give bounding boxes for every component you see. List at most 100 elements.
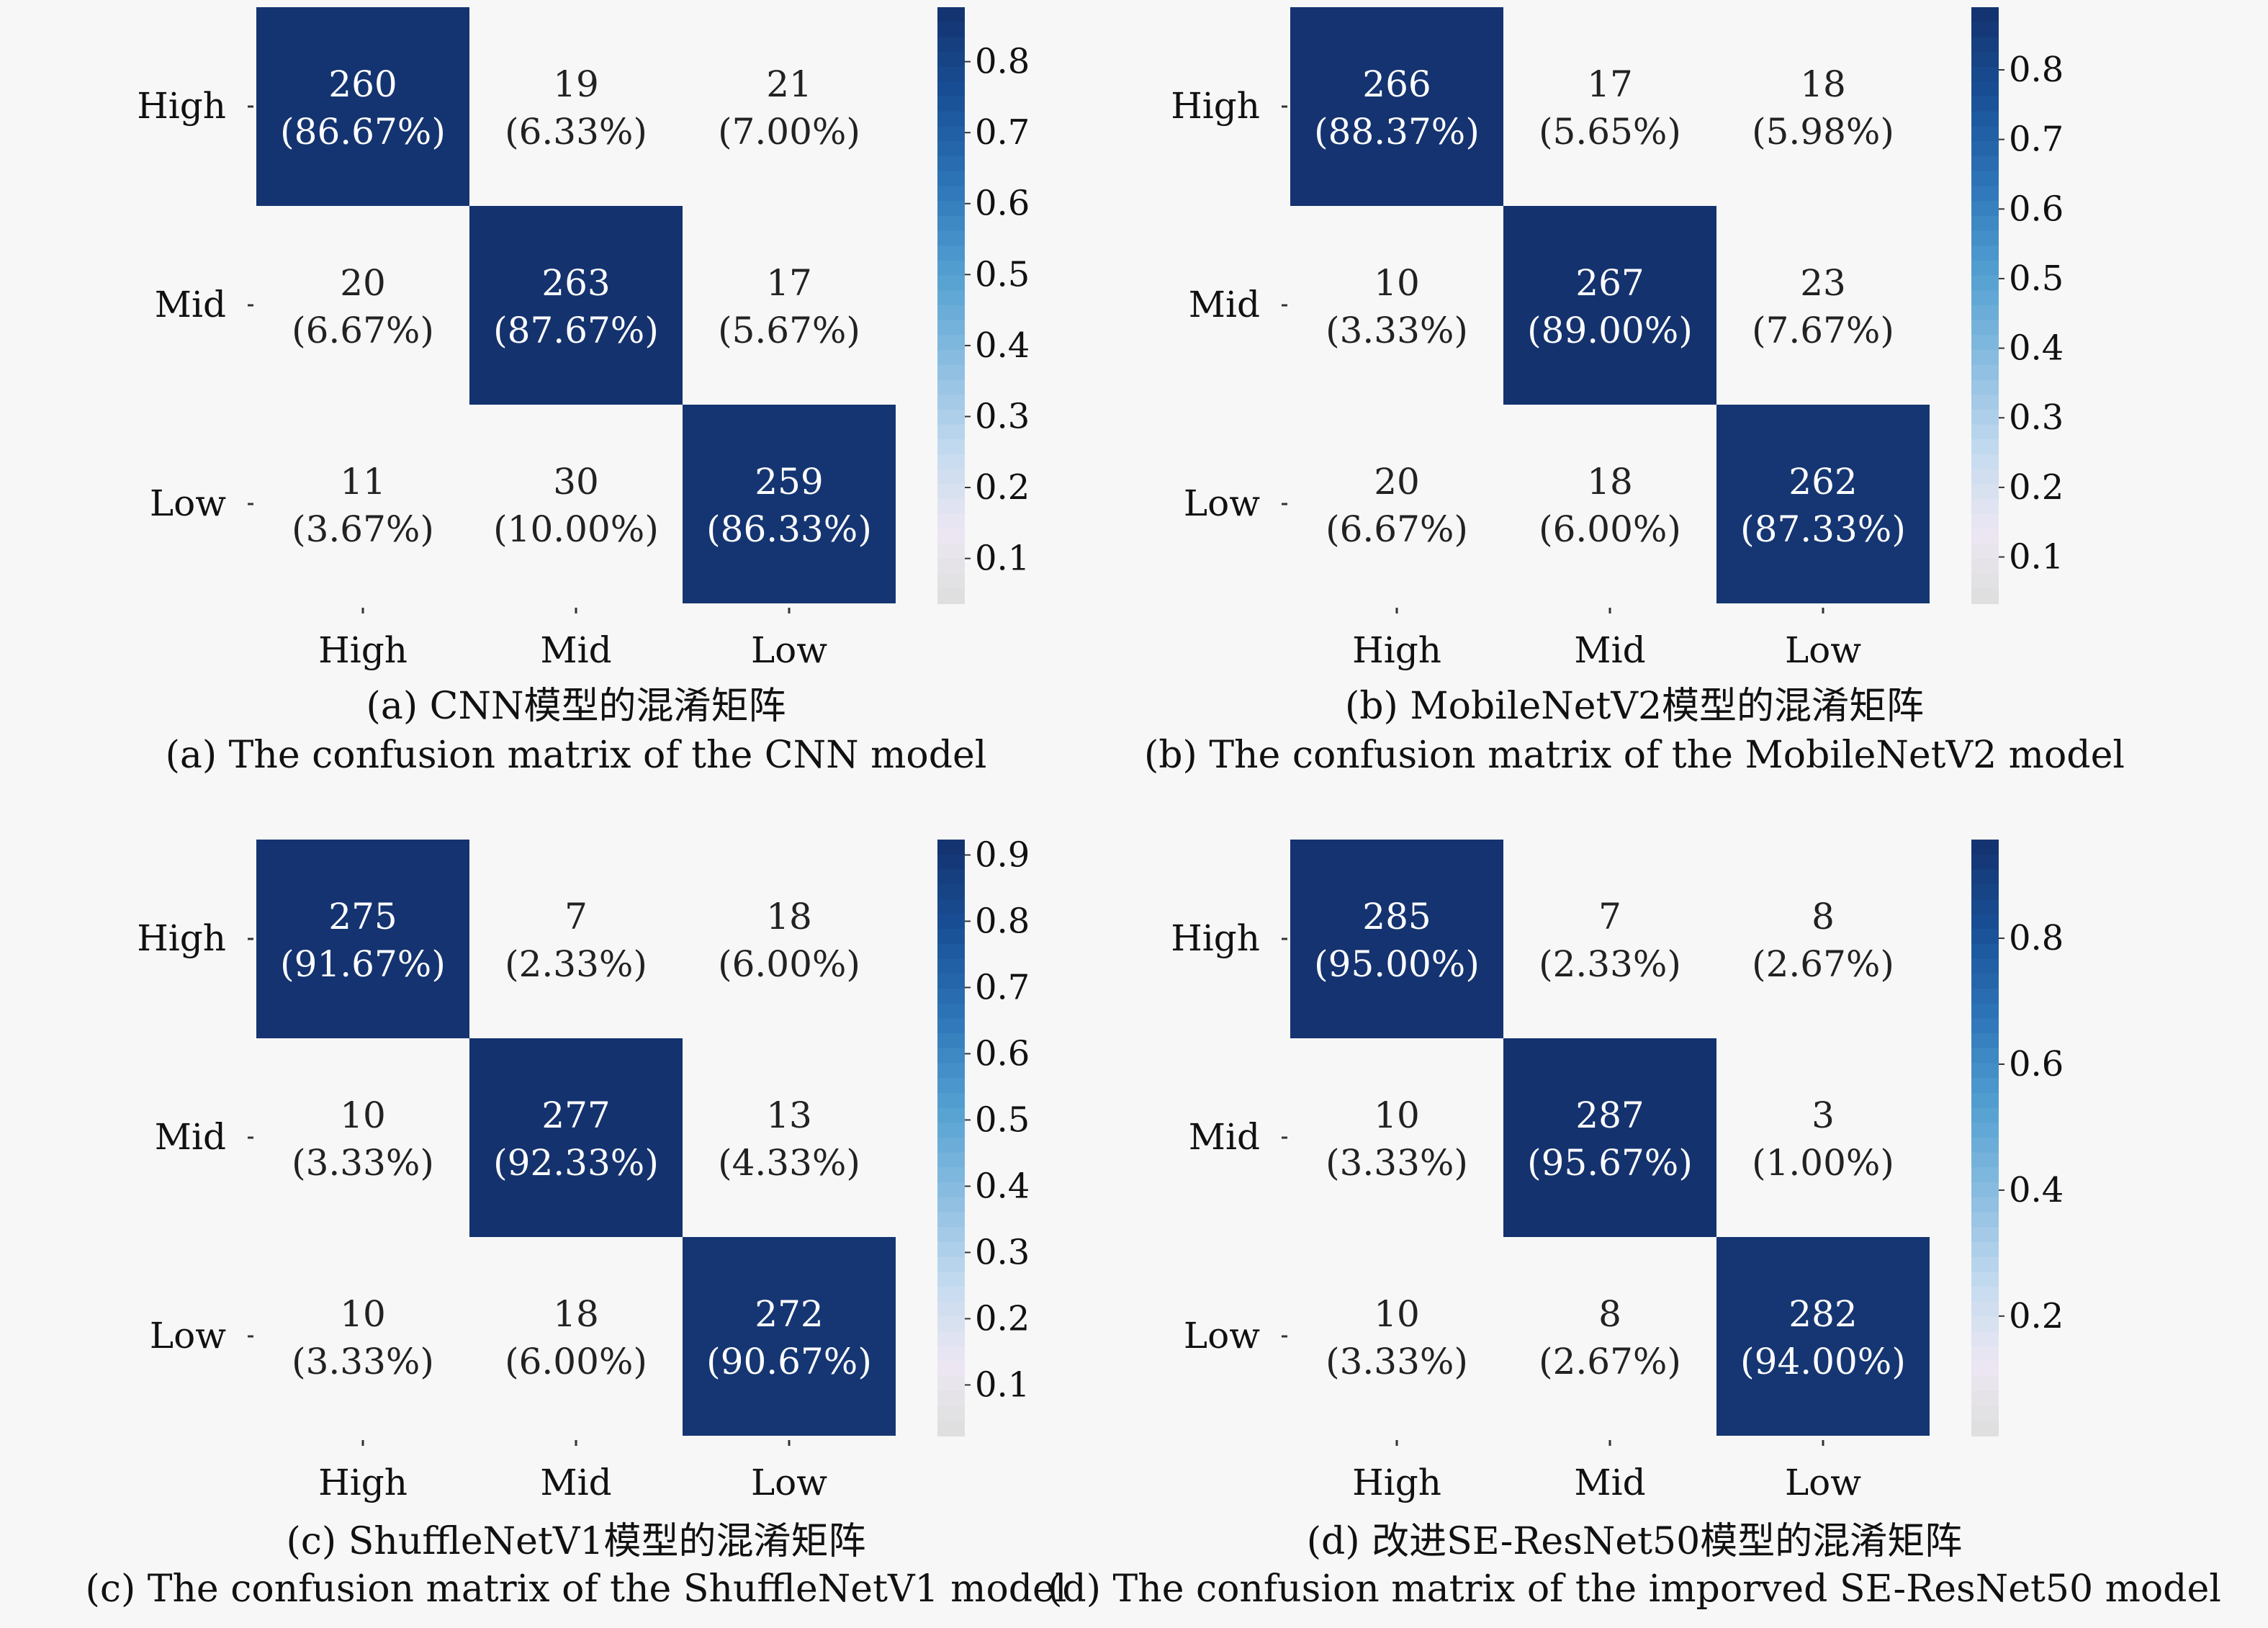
cell-percent-label: (95.00%) — [1314, 943, 1480, 985]
cell-count-label: 8 — [1812, 896, 1835, 937]
caption-chinese: (c) ShuffleNetV1模型的混淆矩阵 — [287, 1520, 866, 1563]
cell-count-label: 18 — [1800, 63, 1846, 105]
colorbar-segment — [937, 1018, 965, 1035]
colorbar-segment — [937, 499, 965, 515]
colorbar-segment — [937, 260, 965, 276]
colorbar-tick-label: 0.1 — [975, 539, 1030, 579]
colorbar-tick-label: 0.4 — [2009, 1170, 2064, 1210]
caption-english: (a) The confusion matrix of the CNN mode… — [166, 734, 987, 777]
heatmap-cell — [683, 1038, 896, 1237]
y-tick-label: High — [1171, 85, 1260, 127]
colorbar-segment — [937, 201, 965, 217]
colorbar-segment — [937, 513, 965, 530]
cell-percent-label: (94.00%) — [1740, 1341, 1906, 1382]
cell-count-label: 30 — [553, 461, 599, 503]
colorbar-segment — [1971, 1092, 1999, 1109]
cell-count-label: 13 — [766, 1094, 812, 1136]
colorbar-segment — [1971, 929, 1999, 945]
colorbar-segment — [937, 335, 965, 351]
colorbar-tick-label: 0.6 — [2009, 189, 2064, 229]
colorbar-segment — [937, 929, 965, 945]
colorbar-segment — [937, 126, 965, 143]
colorbar-segment — [1971, 943, 1999, 960]
colorbar-segment — [1971, 424, 1999, 441]
colorbar-segment — [937, 1287, 965, 1303]
cell-count-label: 267 — [1575, 262, 1644, 304]
cell-percent-label: (7.67%) — [1752, 310, 1894, 351]
y-tick-label: Mid — [155, 284, 226, 325]
colorbar-segment — [937, 558, 965, 575]
cell-percent-label: (95.67%) — [1527, 1142, 1693, 1184]
heatmap-cell — [1290, 7, 1503, 206]
y-tick-label: Mid — [155, 1116, 226, 1158]
heatmap-cell — [1716, 206, 1930, 405]
colorbar-segment — [937, 1361, 965, 1377]
heatmap-cell — [1503, 206, 1716, 405]
heatmap-cell — [1503, 840, 1716, 1038]
colorbar-segment — [937, 275, 965, 292]
colorbar-segment — [937, 989, 965, 1004]
confusion-matrix-panel: 275 (91.67%) 7 (2.33%) 18 (6.00%) 10 (3.33%) 277… — [86, 835, 1067, 1611]
x-tick-label: Mid — [1574, 629, 1645, 671]
colorbar-segment — [937, 973, 965, 989]
cell-percent-label: (91.67%) — [280, 943, 446, 985]
cell-count-label: 272 — [755, 1293, 823, 1335]
colorbar-segment — [937, 52, 965, 68]
colorbar-tick-label: 0.8 — [2009, 50, 2064, 90]
colorbar-segment — [937, 66, 965, 83]
colorbar-segment — [1971, 156, 1999, 172]
colorbar-segment — [937, 305, 965, 321]
colorbar-segment — [1971, 335, 1999, 351]
colorbar-segment — [1971, 484, 1999, 500]
colorbar-segment — [1971, 1033, 1999, 1049]
heatmap-cell — [1503, 7, 1716, 206]
heatmap-cell — [1716, 840, 1930, 1038]
cell-percent-label: (1.00%) — [1752, 1142, 1894, 1184]
colorbar-segment — [937, 1227, 965, 1243]
colorbar-segment — [1971, 973, 1999, 989]
cell-count-label: 10 — [340, 1094, 386, 1136]
cell-count-label: 20 — [340, 262, 386, 304]
colorbar-segment — [1971, 1078, 1999, 1094]
colorbar-segment — [1971, 840, 1999, 855]
colorbar-segment — [1971, 409, 1999, 426]
cell-percent-label: (2.33%) — [505, 943, 647, 985]
colorbar-segment — [937, 1107, 965, 1124]
colorbar-segment — [937, 424, 965, 441]
cell-count-label: 18 — [1587, 461, 1633, 503]
colorbar-segment — [1971, 469, 1999, 485]
cell-count-label: 10 — [1374, 1293, 1420, 1335]
colorbar-segment — [1971, 1018, 1999, 1035]
cell-percent-label: (86.67%) — [280, 111, 446, 153]
cell-percent-label: (89.00%) — [1527, 310, 1693, 351]
colorbar-segment — [1971, 96, 1999, 112]
colorbar-segment — [937, 395, 965, 410]
cell-count-label: 275 — [328, 896, 397, 937]
colorbar-segment — [937, 350, 965, 366]
heatmap-cell — [1503, 1237, 1716, 1436]
colorbar-segment — [937, 1316, 965, 1333]
cell-percent-label: (2.67%) — [1539, 1341, 1681, 1382]
colorbar-segment — [937, 1406, 965, 1422]
colorbar-segment — [937, 1063, 965, 1079]
colorbar-segment — [937, 1301, 965, 1318]
heatmap-cell — [256, 206, 469, 405]
colorbar-tick-label: 0.8 — [2009, 918, 2064, 958]
y-tick-label: High — [1171, 917, 1260, 959]
caption-english: (d) The confusion matrix of the imporved… — [1048, 1568, 2221, 1611]
x-tick-label: Mid — [540, 1462, 611, 1503]
cell-count-label: 18 — [766, 896, 812, 937]
colorbar-segment — [1971, 1123, 1999, 1138]
colorbar-segment — [1971, 260, 1999, 276]
heatmap-cell — [683, 206, 896, 405]
colorbar-segment — [937, 1048, 965, 1064]
cell-percent-label: (3.33%) — [1326, 1341, 1468, 1382]
cell-percent-label: (87.67%) — [493, 310, 659, 351]
colorbar-segment — [1971, 201, 1999, 217]
cell-count-label: 3 — [1812, 1094, 1835, 1136]
confusion-matrix-panel: 285 (95.00%) 7 (2.33%) 8 (2.67%) 10 (3.33%) 287 (… — [1048, 840, 2221, 1611]
heatmap-cell — [469, 7, 683, 206]
colorbar-tick-label: 0.5 — [2009, 258, 2064, 299]
colorbar-segment — [1971, 1003, 1999, 1020]
colorbar-segment — [1971, 275, 1999, 292]
